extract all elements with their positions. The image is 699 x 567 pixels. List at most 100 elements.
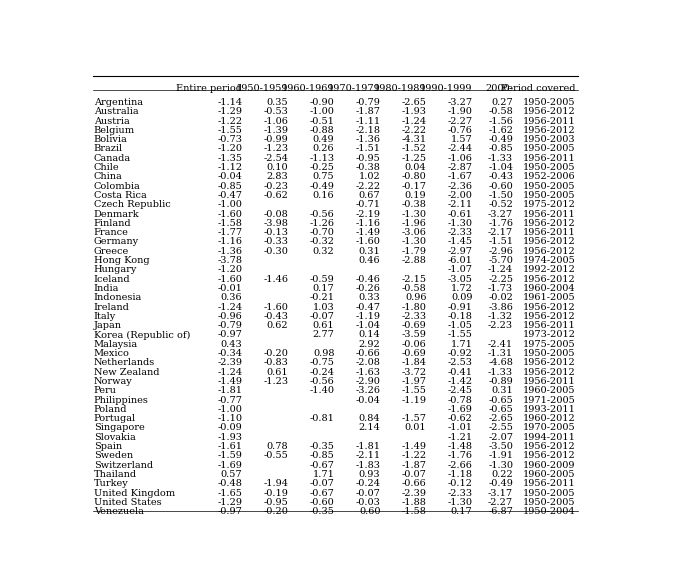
Text: Sweden: Sweden xyxy=(94,451,133,460)
Text: -0.21: -0.21 xyxy=(310,293,334,302)
Text: Argentina: Argentina xyxy=(94,98,143,107)
Text: -2.27: -2.27 xyxy=(447,117,473,125)
Text: -0.59: -0.59 xyxy=(310,274,334,284)
Text: -0.49: -0.49 xyxy=(489,479,513,488)
Text: -0.69: -0.69 xyxy=(402,321,426,330)
Text: 1993-2011: 1993-2011 xyxy=(523,405,575,414)
Text: -0.85: -0.85 xyxy=(310,451,334,460)
Text: -1.60: -1.60 xyxy=(356,238,380,247)
Text: 2.14: 2.14 xyxy=(359,424,380,433)
Text: -1.04: -1.04 xyxy=(488,163,513,172)
Text: 0.33: 0.33 xyxy=(359,293,380,302)
Text: 1973-2012: 1973-2012 xyxy=(522,331,575,340)
Text: -0.56: -0.56 xyxy=(310,377,334,386)
Text: -3.98: -3.98 xyxy=(264,219,289,228)
Text: 0.61: 0.61 xyxy=(312,321,334,330)
Text: -3.27: -3.27 xyxy=(488,210,513,218)
Text: -0.12: -0.12 xyxy=(447,479,473,488)
Text: 0.35: 0.35 xyxy=(267,98,289,107)
Text: -1.21: -1.21 xyxy=(447,433,473,442)
Text: -2.96: -2.96 xyxy=(489,247,513,256)
Text: -0.61: -0.61 xyxy=(447,210,473,218)
Text: Philippines: Philippines xyxy=(94,396,149,404)
Text: 1.71: 1.71 xyxy=(451,340,473,349)
Text: -1.77: -1.77 xyxy=(217,228,243,237)
Text: 1956-2012: 1956-2012 xyxy=(523,274,575,284)
Text: -1.81: -1.81 xyxy=(356,442,380,451)
Text: 1956-2012: 1956-2012 xyxy=(523,126,575,135)
Text: 0.14: 0.14 xyxy=(359,331,380,340)
Text: -2.33: -2.33 xyxy=(447,228,473,237)
Text: -3.59: -3.59 xyxy=(402,331,426,340)
Text: -1.49: -1.49 xyxy=(356,228,380,237)
Text: Austria: Austria xyxy=(94,117,129,125)
Text: -1.35: -1.35 xyxy=(217,154,243,163)
Text: 1956-2012: 1956-2012 xyxy=(523,451,575,460)
Text: -3.05: -3.05 xyxy=(447,274,473,284)
Text: -1.24: -1.24 xyxy=(401,117,426,125)
Text: -1.30: -1.30 xyxy=(447,498,473,507)
Text: 1992-2012: 1992-2012 xyxy=(523,265,575,274)
Text: -3.86: -3.86 xyxy=(489,303,513,311)
Text: -1.30: -1.30 xyxy=(488,460,513,469)
Text: 1994-2011: 1994-2011 xyxy=(523,433,575,442)
Text: 1950-2005: 1950-2005 xyxy=(523,489,575,497)
Text: -1.30: -1.30 xyxy=(447,219,473,228)
Text: 1956-2011: 1956-2011 xyxy=(523,117,575,125)
Text: -0.52: -0.52 xyxy=(489,200,513,209)
Text: 1975-2005: 1975-2005 xyxy=(523,340,575,349)
Text: -1.33: -1.33 xyxy=(488,154,513,163)
Text: -0.26: -0.26 xyxy=(356,284,380,293)
Text: -1.36: -1.36 xyxy=(356,135,380,144)
Text: -0.49: -0.49 xyxy=(310,181,334,191)
Text: -3.50: -3.50 xyxy=(489,442,513,451)
Text: -2.33: -2.33 xyxy=(447,489,473,497)
Text: -0.75: -0.75 xyxy=(310,358,334,367)
Text: 1960-2012: 1960-2012 xyxy=(523,414,575,423)
Text: 1.03: 1.03 xyxy=(312,303,334,311)
Text: 1950-2005: 1950-2005 xyxy=(523,163,575,172)
Text: -6.87: -6.87 xyxy=(489,507,513,516)
Text: -0.41: -0.41 xyxy=(447,367,473,376)
Text: -2.22: -2.22 xyxy=(355,181,380,191)
Text: -1.07: -1.07 xyxy=(447,265,473,274)
Text: -2.88: -2.88 xyxy=(402,256,426,265)
Text: 1956-2012: 1956-2012 xyxy=(523,442,575,451)
Text: -0.88: -0.88 xyxy=(310,126,334,135)
Text: -0.47: -0.47 xyxy=(217,191,243,200)
Text: -1.69: -1.69 xyxy=(447,405,473,414)
Text: -0.23: -0.23 xyxy=(264,181,289,191)
Text: -3.26: -3.26 xyxy=(356,386,380,395)
Text: 1950-2005: 1950-2005 xyxy=(523,498,575,507)
Text: -1.69: -1.69 xyxy=(217,460,243,469)
Text: -0.02: -0.02 xyxy=(489,293,513,302)
Text: 1950-2005: 1950-2005 xyxy=(523,98,575,107)
Text: -0.47: -0.47 xyxy=(356,303,380,311)
Text: -0.91: -0.91 xyxy=(447,303,473,311)
Text: Hungary: Hungary xyxy=(94,265,137,274)
Text: -2.90: -2.90 xyxy=(356,377,380,386)
Text: 1952-2006: 1952-2006 xyxy=(523,172,575,181)
Text: Entire period: Entire period xyxy=(176,84,243,93)
Text: United States: United States xyxy=(94,498,161,507)
Text: 1.72: 1.72 xyxy=(451,284,473,293)
Text: -0.24: -0.24 xyxy=(356,479,380,488)
Text: -2.08: -2.08 xyxy=(356,358,380,367)
Text: -0.70: -0.70 xyxy=(310,228,334,237)
Text: Costa Rica: Costa Rica xyxy=(94,191,147,200)
Text: -0.07: -0.07 xyxy=(402,470,426,479)
Text: -0.79: -0.79 xyxy=(217,321,243,330)
Text: -0.58: -0.58 xyxy=(402,284,426,293)
Text: -1.36: -1.36 xyxy=(217,247,243,256)
Text: -0.53: -0.53 xyxy=(264,107,289,116)
Text: -2.39: -2.39 xyxy=(401,489,426,497)
Text: -0.65: -0.65 xyxy=(489,405,513,414)
Text: 0.78: 0.78 xyxy=(267,442,289,451)
Text: -0.56: -0.56 xyxy=(310,210,334,218)
Text: United Kingdom: United Kingdom xyxy=(94,489,175,497)
Text: -2.17: -2.17 xyxy=(488,228,513,237)
Text: 0.62: 0.62 xyxy=(267,321,289,330)
Text: 1956-2011: 1956-2011 xyxy=(523,479,575,488)
Text: -0.76: -0.76 xyxy=(447,126,473,135)
Text: -2.00: -2.00 xyxy=(447,191,473,200)
